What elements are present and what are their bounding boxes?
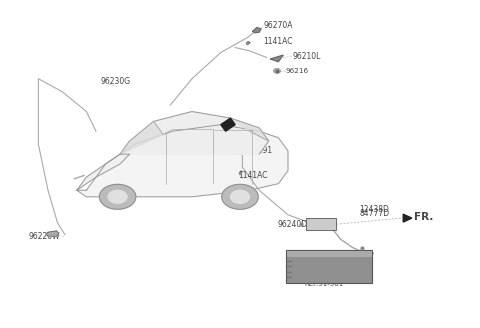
Text: 96210L: 96210L — [293, 52, 321, 61]
Circle shape — [99, 184, 136, 209]
Circle shape — [108, 190, 127, 203]
Polygon shape — [120, 121, 163, 154]
Circle shape — [230, 190, 250, 203]
Circle shape — [274, 69, 280, 73]
Text: 1141AC: 1141AC — [238, 171, 267, 180]
Circle shape — [222, 184, 258, 209]
FancyBboxPatch shape — [306, 218, 336, 230]
FancyBboxPatch shape — [287, 251, 372, 257]
Text: 1141AC: 1141AC — [263, 36, 292, 46]
Text: 96270A: 96270A — [263, 21, 292, 30]
Text: 96230G: 96230G — [101, 77, 131, 86]
Polygon shape — [230, 118, 269, 141]
Text: REF.91-961: REF.91-961 — [305, 281, 344, 287]
FancyBboxPatch shape — [286, 250, 372, 283]
Polygon shape — [252, 28, 261, 33]
Text: 96220W: 96220W — [29, 232, 60, 241]
Polygon shape — [77, 125, 288, 197]
Polygon shape — [270, 55, 283, 62]
Polygon shape — [77, 154, 130, 190]
Polygon shape — [46, 231, 59, 236]
Polygon shape — [120, 112, 269, 154]
Text: FR.: FR. — [414, 212, 433, 222]
Text: 96216: 96216 — [286, 68, 309, 74]
Text: 12438D: 12438D — [359, 205, 389, 214]
Text: 96240D: 96240D — [277, 219, 308, 229]
Text: 84777D: 84777D — [359, 209, 389, 218]
Polygon shape — [221, 118, 235, 131]
Text: 96291: 96291 — [249, 146, 273, 155]
Polygon shape — [403, 214, 412, 222]
